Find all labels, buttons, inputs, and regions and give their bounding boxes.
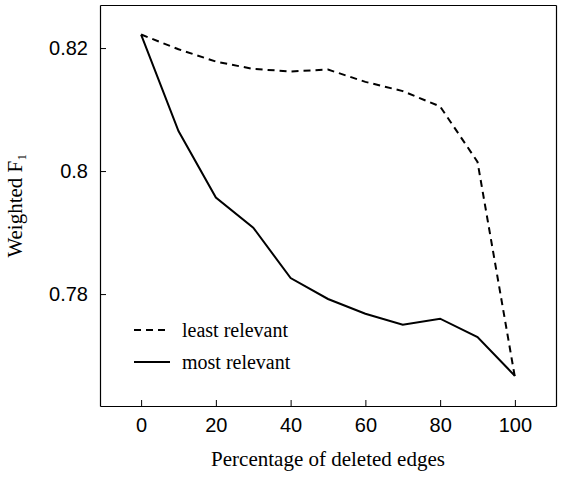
legend-item: least relevant (134, 319, 288, 341)
tick-label: 40 (280, 414, 302, 436)
tick: 0.78 (49, 283, 106, 305)
tick-label: 0.82 (49, 37, 88, 59)
tick-label: 100 (499, 414, 532, 436)
tick-label: 60 (355, 414, 377, 436)
tick: 80 (430, 400, 452, 436)
tick: 0.8 (60, 160, 106, 182)
legend: least relevant most relevant (134, 319, 291, 373)
tick-label: 0 (136, 414, 147, 436)
frame-top (101, 5, 557, 6)
x-axis-title: Percentage of deleted edges (211, 447, 445, 471)
tick-mark (216, 400, 217, 406)
tick-label: 0.78 (49, 283, 88, 305)
series-line (141, 35, 515, 376)
tick-mark (440, 400, 441, 406)
tick-mark (100, 294, 106, 295)
tick-mark (515, 400, 516, 406)
tick: 100 (499, 400, 532, 436)
lines (141, 35, 515, 378)
legend-label: most relevant (182, 351, 291, 373)
chart: 0 20 40 60 80 100 0.78 0.8 0.82 least relevant mos… (0, 0, 588, 478)
plot: 0 20 40 60 80 100 0.78 0.8 0.82 least relevant mos… (49, 6, 556, 437)
tick-label: 80 (430, 414, 452, 436)
tick: 40 (280, 400, 302, 436)
tick-label: 0.8 (60, 160, 88, 182)
tick: 0 (136, 400, 147, 436)
axis-line (101, 406, 557, 407)
legend-item: most relevant (134, 351, 291, 373)
tick-mark (141, 400, 142, 406)
frame-right (556, 6, 557, 407)
legend-swatch (134, 329, 170, 331)
tick-mark (291, 400, 292, 406)
tick: 0.82 (49, 37, 106, 59)
series-line (141, 35, 515, 378)
legend-swatch (134, 361, 170, 363)
axis-line (101, 5, 557, 6)
tick-mark (365, 400, 366, 406)
tick-label: 20 (205, 414, 227, 436)
x-axis: 0 20 40 60 80 100 (101, 400, 557, 436)
legend-label: least relevant (182, 319, 288, 341)
y-axis-title: Weighted F₁ (3, 153, 27, 257)
axis-line (100, 6, 101, 407)
tick-mark (100, 171, 106, 172)
axis-line (556, 6, 557, 407)
tick-mark (100, 48, 106, 49)
y-axis: 0.78 0.8 0.82 (49, 6, 106, 407)
tick: 20 (205, 400, 227, 436)
tick: 60 (355, 400, 377, 436)
